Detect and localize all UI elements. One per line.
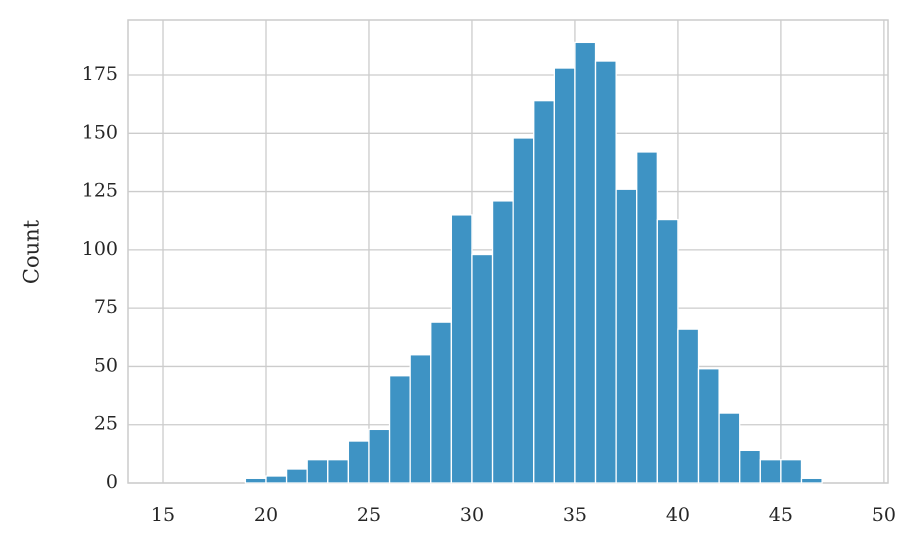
bar: [739, 449, 761, 484]
x-tick-label: 15: [151, 504, 175, 526]
bar: [800, 477, 823, 484]
bar: [615, 188, 638, 484]
bar: [553, 67, 576, 484]
bar: [347, 440, 370, 484]
y-axis-label: Count: [20, 219, 44, 284]
bar: [306, 459, 329, 484]
y-tick-label: 75: [94, 296, 118, 318]
bar: [574, 41, 597, 484]
bar: [430, 321, 453, 484]
y-tick-label: 100: [82, 238, 118, 260]
x-tick-label: 50: [872, 504, 896, 526]
bar: [450, 214, 473, 484]
bar: [594, 60, 617, 484]
bar: [636, 151, 658, 484]
x-tick-label: 35: [563, 504, 587, 526]
bar: [656, 218, 679, 484]
x-tick-label: 45: [769, 504, 793, 526]
bar: [327, 459, 350, 484]
bar: [265, 475, 288, 484]
bar: [780, 459, 803, 484]
bar: [512, 137, 535, 484]
x-tick-label: 40: [666, 504, 690, 526]
y-tick-label: 0: [106, 471, 118, 493]
y-tick-label: 125: [82, 180, 118, 202]
bar: [285, 468, 308, 484]
bar: [244, 477, 267, 484]
bar: [471, 253, 494, 484]
bar: [533, 100, 555, 484]
bar: [677, 328, 700, 484]
y-tick-label: 150: [82, 121, 118, 143]
bar: [409, 354, 432, 484]
bar: [697, 368, 720, 484]
bar: [759, 459, 782, 484]
bar: [368, 428, 391, 484]
bar: [491, 200, 514, 484]
y-tick-label: 175: [82, 63, 118, 85]
y-tick-label: 25: [94, 413, 118, 435]
bar: [718, 412, 741, 484]
x-tick-label: 25: [357, 504, 381, 526]
y-tick-label: 50: [94, 354, 118, 376]
x-tick-label: 20: [254, 504, 278, 526]
x-tick-label: 30: [460, 504, 484, 526]
bar: [388, 375, 411, 484]
